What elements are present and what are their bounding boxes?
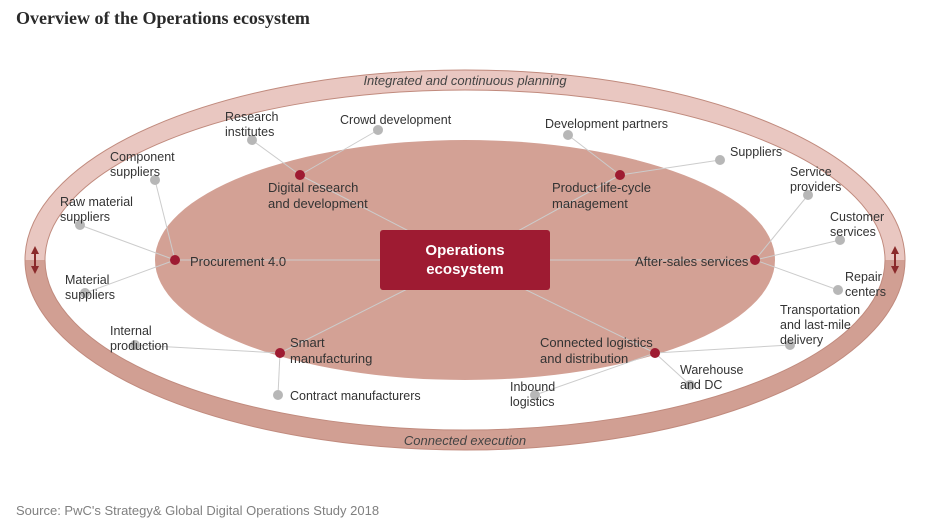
hub-dot <box>170 255 180 265</box>
leaf-label: Suppliers <box>730 145 782 160</box>
source-caption: Source: PwC's Strategy& Global Digital O… <box>16 503 379 518</box>
leaf-label: Contract manufacturers <box>290 389 421 404</box>
leaf-label: Service providers <box>790 165 841 195</box>
leaf-label: Raw material suppliers <box>60 195 133 225</box>
leaf-label: Inbound logistics <box>510 380 555 410</box>
ecosystem-diagram: Integrated and continuous planning Connec… <box>0 45 930 475</box>
hub-dot <box>275 348 285 358</box>
section-top-label: Integrated and continuous planning <box>345 73 585 88</box>
section-bottom-label: Connected execution <box>365 433 565 448</box>
leaf-label: Material suppliers <box>65 273 115 303</box>
hub-label-manufacturing: Smart manufacturing <box>290 335 372 366</box>
leaf-dot <box>273 390 283 400</box>
leaf-label: Warehouse and DC <box>680 363 743 393</box>
leaf-label: Internal production <box>110 324 168 354</box>
page-title: Overview of the Operations ecosystem <box>16 8 310 29</box>
leaf-label: Development partners <box>545 117 668 132</box>
leaf-dot <box>715 155 725 165</box>
hub-label-logistics: Connected logistics and distribution <box>540 335 653 366</box>
leaf-dot <box>833 285 843 295</box>
leaf-line <box>278 353 280 395</box>
hub-dot <box>615 170 625 180</box>
leaf-label: Crowd development <box>340 113 451 128</box>
hub-label-plm: Product life-cycle management <box>552 180 651 211</box>
hub-dot <box>750 255 760 265</box>
leaf-label: Transportation and last-mile delivery <box>780 303 860 348</box>
leaf-label: Component suppliers <box>110 150 175 180</box>
hub-dot <box>295 170 305 180</box>
leaf-label: Customer services <box>830 210 884 240</box>
leaf-label: Repair centers <box>845 270 886 300</box>
hub-label-procurement: Procurement 4.0 <box>190 254 286 270</box>
leaf-label: Research institutes <box>225 110 279 140</box>
hub-label-research: Digital research and development <box>268 180 368 211</box>
center-box: Operations ecosystem <box>380 230 550 290</box>
hub-label-aftersales: After-sales services <box>635 254 748 270</box>
